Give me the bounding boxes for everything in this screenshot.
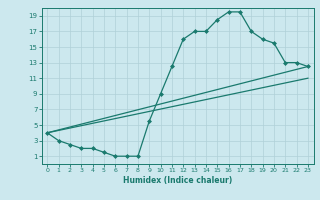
X-axis label: Humidex (Indice chaleur): Humidex (Indice chaleur): [123, 176, 232, 185]
